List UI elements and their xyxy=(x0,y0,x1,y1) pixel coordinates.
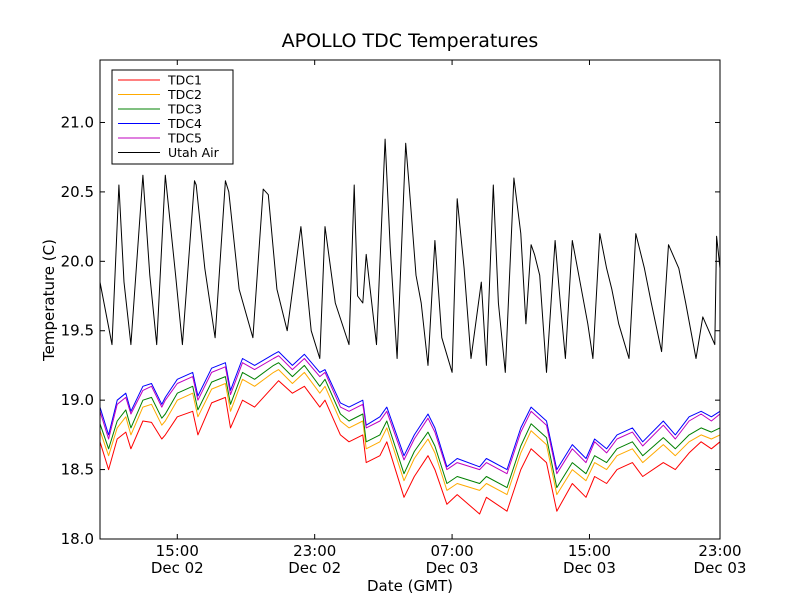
legend-label: TDC5 xyxy=(167,131,202,146)
x-tick-date-label: Dec 03 xyxy=(426,559,479,577)
plot-frame xyxy=(99,59,721,540)
y-tick-label: 21.0 xyxy=(61,113,94,131)
y-axis-ticks: 18.0 18.5 19.0 19.5 20.0 20.5 21.0 xyxy=(61,113,720,548)
series-line-utah-air xyxy=(99,138,721,373)
legend-label: Utah Air xyxy=(168,145,220,160)
series-line-tdc4 xyxy=(99,351,721,471)
y-tick-label: 19.0 xyxy=(61,391,94,409)
chart-title: APOLLO TDC Temperatures xyxy=(282,30,539,52)
x-tick-time-label: 15:00 xyxy=(156,542,199,560)
x-tick-date-label: Dec 03 xyxy=(563,559,616,577)
y-tick-label: 20.0 xyxy=(61,252,94,270)
x-tick-date-label: Dec 03 xyxy=(694,559,747,577)
x-tick-time-label: 15:00 xyxy=(568,542,611,560)
x-tick-time-label: 23:00 xyxy=(293,542,336,560)
x-tick-time-label: 23:00 xyxy=(698,542,741,560)
x-tick-time-label: 07:00 xyxy=(430,542,473,560)
y-tick-label: 19.5 xyxy=(61,322,94,340)
legend-label: TDC2 xyxy=(167,87,202,102)
legend-box xyxy=(111,69,234,165)
y-tick-label: 18.0 xyxy=(61,530,94,548)
x-tick-date-label: Dec 02 xyxy=(288,559,341,577)
series-line-tdc1 xyxy=(99,380,721,515)
y-axis-label: Temperature (C) xyxy=(40,239,58,362)
series-line-tdc5 xyxy=(99,355,721,475)
x-tick-date-label: Dec 02 xyxy=(151,559,204,577)
legend-label: TDC3 xyxy=(167,102,202,117)
y-tick-label: 20.5 xyxy=(61,183,94,201)
legend-label: TDC1 xyxy=(167,73,202,88)
legend-label: TDC4 xyxy=(167,116,202,131)
plot-lines xyxy=(99,138,721,515)
x-axis-label: Date (GMT) xyxy=(367,577,453,595)
series-line-tdc2 xyxy=(99,369,721,496)
y-tick-label: 18.5 xyxy=(61,461,94,479)
series-line-tdc3 xyxy=(99,362,721,489)
